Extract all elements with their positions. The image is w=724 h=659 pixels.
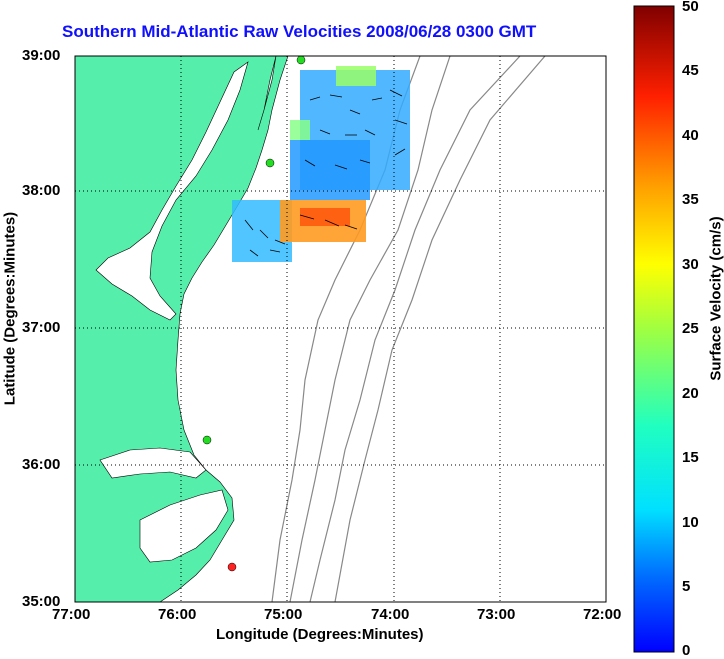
colorbar — [633, 5, 675, 653]
station-marker — [227, 562, 237, 572]
colorbar-tick: 25 — [682, 320, 699, 337]
map-title: Southern Mid-Atlantic Raw Velocities 200… — [62, 22, 537, 41]
y-axis-label: Latitude (Degrees:Minutes) — [1, 211, 19, 406]
colorbar-tick: 5 — [682, 578, 691, 595]
x-tick-label: 73:00 — [477, 606, 516, 623]
y-tick-label: 36:00 — [22, 456, 61, 473]
colorbar-tick: 35 — [682, 191, 699, 208]
velocity-field — [232, 66, 410, 262]
colorbar-tick: 10 — [682, 514, 699, 531]
y-tick-label: 39:00 — [22, 47, 61, 64]
colorbar-tick: 0 — [682, 642, 691, 659]
colorbar-tick: 45 — [682, 62, 699, 79]
colorbar-label: Surface Velocity (cm/s) — [707, 216, 724, 381]
chesapeake-bay — [95, 61, 249, 321]
colorbar-tick: 20 — [682, 385, 699, 402]
x-tick-label: 77:00 — [52, 606, 91, 623]
colorbar-tick: 15 — [682, 449, 699, 466]
x-axis-label: Longitude (Degrees:Minutes) — [216, 626, 424, 643]
x-tick-label: 74:00 — [371, 606, 410, 623]
x-tick-label: 72:00 — [583, 606, 622, 623]
colorbar-tick: 30 — [682, 256, 699, 273]
y-tick-label: 38:00 — [22, 182, 61, 199]
station-marker — [296, 55, 306, 65]
station-marker — [265, 158, 275, 168]
x-tick-label: 76:00 — [158, 606, 197, 623]
pamlico-sound — [139, 489, 229, 563]
colorbar-tick: 40 — [682, 127, 699, 144]
x-tick-label: 75:00 — [264, 606, 303, 623]
albemarle-sound — [99, 447, 207, 479]
velocity-vectors — [244, 89, 408, 257]
station-marker — [202, 435, 212, 445]
plot-frame — [74, 55, 607, 603]
y-tick-label: 35:00 — [22, 593, 61, 610]
colorbar-tick: 50 — [682, 0, 699, 15]
y-tick-label: 37:00 — [22, 319, 61, 336]
